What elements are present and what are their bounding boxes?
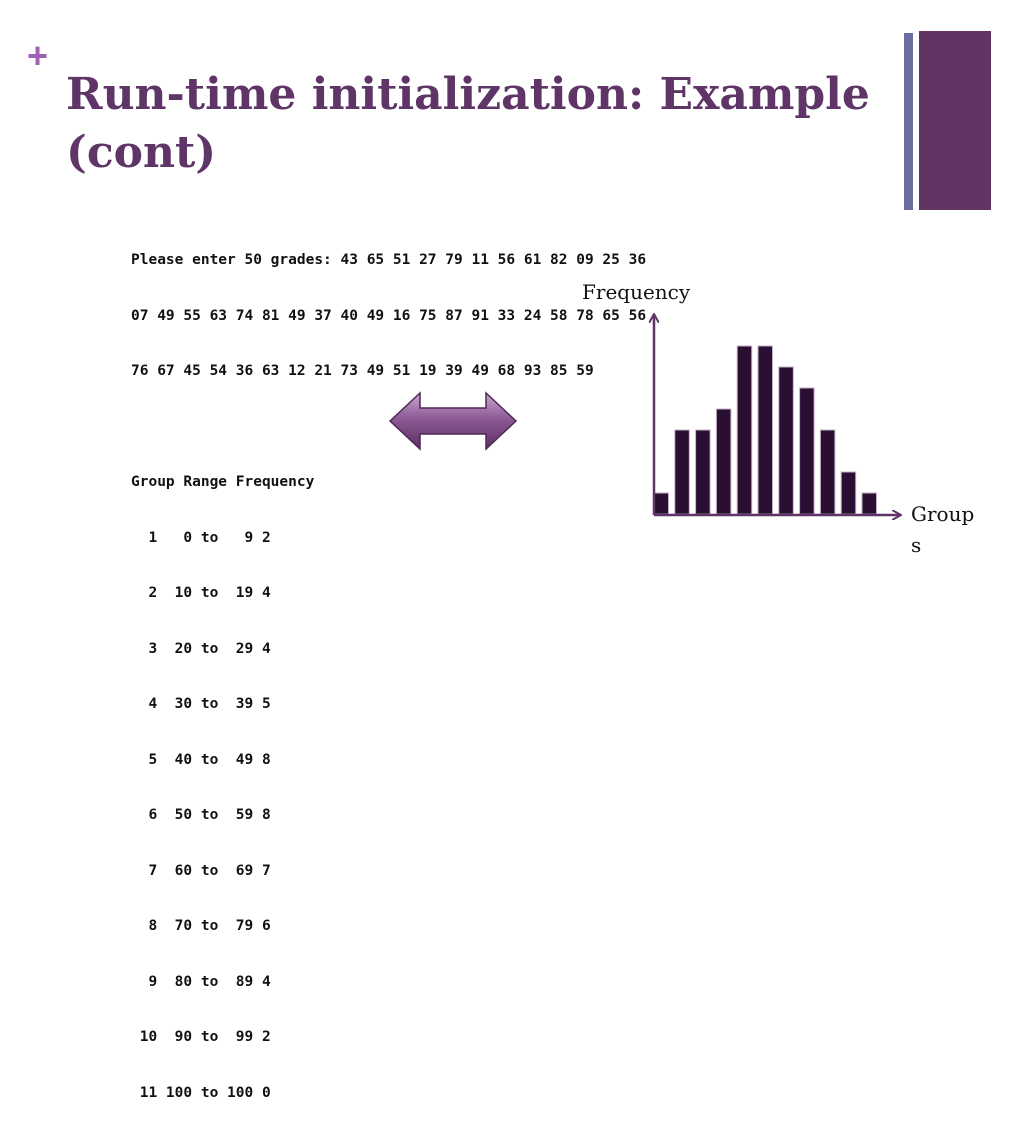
table-row: 11 100 to 100 0: [131, 1084, 271, 1101]
table-header: Group Range Frequency: [131, 474, 315, 490]
histogram-bar: [757, 345, 773, 515]
slide-title: Run-time initialization: Example (cont): [66, 69, 870, 178]
y-axis-label: Frequency: [582, 280, 691, 304]
decorative-bar-thin: [904, 33, 913, 210]
table-row: 8 70 to 79 6: [131, 918, 271, 934]
plus-icon: +: [27, 35, 49, 76]
histogram-bar: [695, 429, 711, 515]
histogram-bar: [653, 492, 669, 515]
prompt-line: Please enter 50 grades: 43 65 51 27 79 1…: [131, 252, 647, 268]
prompt-line: 76 67 45 54 36 63 12 21 73 49 51 19 39 4…: [131, 363, 594, 379]
table-row: 9 80 to 89 4: [131, 973, 271, 990]
prompt-line: 07 49 55 63 74 81 49 37 40 49 16 75 87 9…: [131, 307, 647, 324]
histogram-bar: [674, 429, 690, 515]
double-headed-arrow-icon: [388, 391, 518, 451]
table-row: 2 10 to 19 4: [131, 585, 271, 601]
table-row: 5 40 to 49 8: [131, 751, 271, 768]
table-row: 4 30 to 39 5: [131, 696, 271, 712]
histogram-chart: Frequency Group s: [582, 280, 974, 557]
x-axis-label: Group s: [911, 502, 974, 557]
histogram-bar: [715, 408, 732, 515]
table-row: 1 0 to 9 2: [131, 529, 271, 546]
x-axis-label-line: Group: [911, 502, 974, 526]
table-row: 6 50 to 59 8: [131, 807, 271, 823]
histogram-bar: [799, 387, 815, 515]
histogram-bar: [840, 471, 857, 515]
x-axis-label-line: s: [911, 533, 921, 557]
decorative-bar-thick: [919, 31, 991, 210]
table-row: 10 90 to 99 2: [131, 1029, 271, 1045]
histogram-bar: [819, 429, 836, 515]
bar-group: [653, 345, 877, 515]
table-row: 7 60 to 69 7: [131, 862, 271, 879]
histogram-bar: [736, 345, 753, 515]
table-row: 3 20 to 29 4: [131, 640, 271, 657]
histogram-bar: [861, 492, 877, 515]
histogram-bar: [778, 366, 794, 515]
